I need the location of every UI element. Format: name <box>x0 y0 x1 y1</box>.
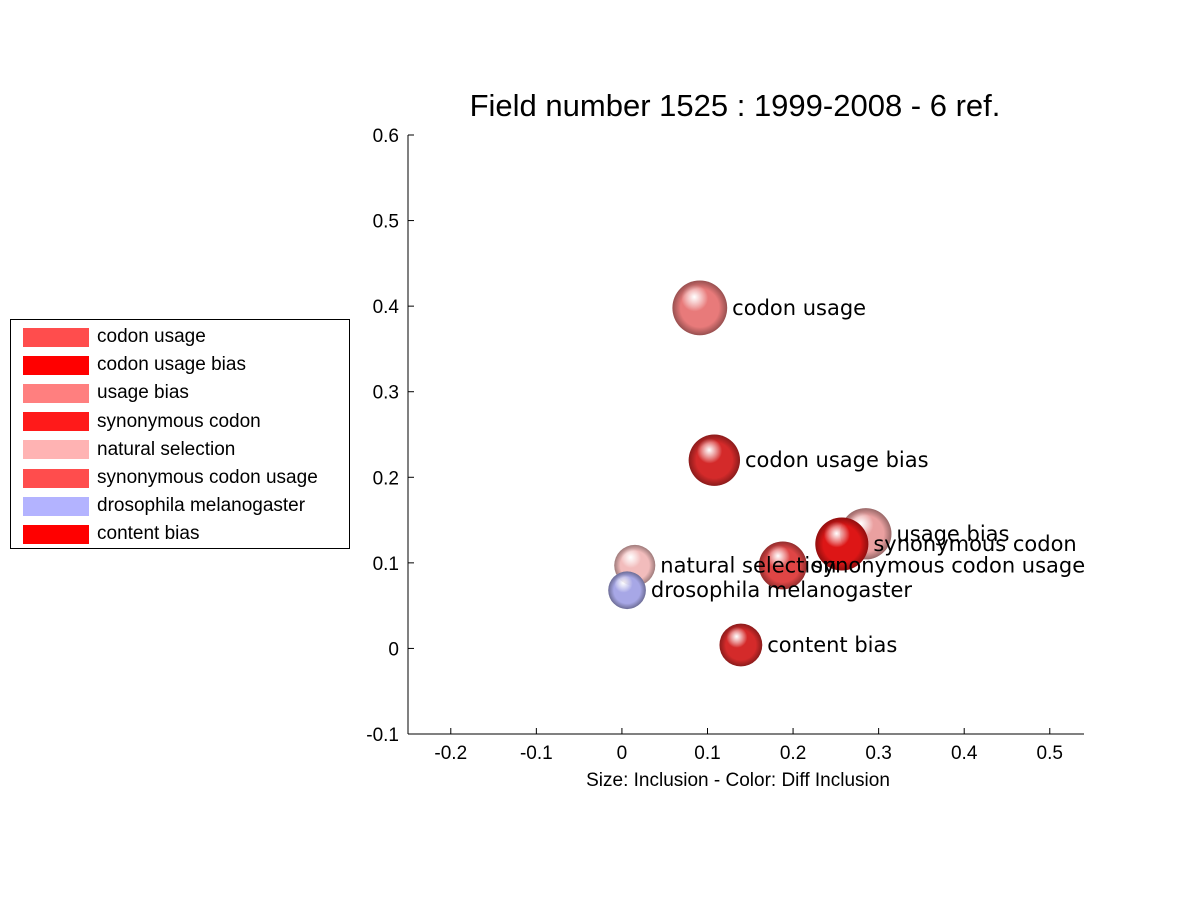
legend-item: natural selection <box>23 439 235 461</box>
y-tick-label: 0.1 <box>373 554 399 575</box>
y-tick-label: 0.5 <box>373 212 399 233</box>
legend-swatch <box>23 496 89 516</box>
y-tick-label: 0.6 <box>373 126 399 147</box>
legend-item: synonymous codon <box>23 411 261 433</box>
legend-item: content bias <box>23 523 199 545</box>
legend-item: drosophila melanogaster <box>23 495 305 517</box>
x-tick-label: -0.1 <box>520 743 553 764</box>
bubble-point <box>719 623 763 667</box>
points-layer <box>608 280 892 667</box>
bubble-point <box>608 571 646 610</box>
x-axis-label: Size: Inclusion - Color: Diff Inclusion <box>586 770 890 791</box>
legend-label: codon usage <box>97 326 206 347</box>
y-tick-label: 0.3 <box>373 383 399 404</box>
legend-swatch <box>23 524 89 544</box>
bubble-shade <box>758 541 807 590</box>
x-tick-label: 0.4 <box>951 743 978 764</box>
bubble-point <box>672 280 728 336</box>
legend-item: usage bias <box>23 382 189 404</box>
legend-item: codon usage <box>23 326 206 348</box>
bubble-point <box>758 541 807 590</box>
point-label: natural selection <box>660 553 836 577</box>
x-tick-label: 0.5 <box>1037 743 1063 764</box>
y-tick-label: 0.2 <box>373 468 399 489</box>
legend-label: synonymous codon usage <box>97 467 318 488</box>
bubble-shade <box>672 280 728 336</box>
y-tick-label: 0.4 <box>373 297 400 318</box>
legend-label: content bias <box>97 523 200 545</box>
x-tick-label: 0.1 <box>694 743 720 764</box>
y-tick-label: 0 <box>388 639 399 660</box>
legend-swatch <box>23 355 89 375</box>
legend-swatch <box>23 383 89 403</box>
legend-label: usage bias <box>97 382 189 404</box>
point-label: content bias <box>767 633 897 657</box>
point-label: codon usage <box>732 296 866 320</box>
legend-label: synonymous codon <box>97 410 261 432</box>
bubble-point <box>815 517 869 571</box>
legend-swatch <box>23 412 89 432</box>
x-tick-label: 0.2 <box>780 743 806 764</box>
y-tick-label: -0.1 <box>366 725 399 746</box>
x-tick-label: 0.3 <box>865 743 891 764</box>
point-label: synonymous codon usage <box>812 553 1085 577</box>
point-label: synonymous codon <box>873 532 1076 556</box>
x-tick-label: 0 <box>617 743 628 764</box>
legend-label: codon usage bias <box>97 354 246 376</box>
legend: codon usage codon usage bias usage bias syn… <box>10 319 350 549</box>
point-label: drosophila melanogaster <box>651 578 913 602</box>
bubble-point <box>688 434 741 486</box>
bubble-shade <box>608 571 646 610</box>
point-label: codon usage bias <box>745 448 929 472</box>
axes: -0.1 0 0.1 0.2 0.3 0.4 0.5 0.6 -0.2 -0.1 0 0.1 0.2 0.… <box>366 126 1084 764</box>
legend-label: natural selection <box>97 438 236 460</box>
bubble-shade <box>719 623 763 667</box>
legend-swatch <box>23 440 89 460</box>
chart-title: Field number 1525 : 1999-2008 - 6 ref. <box>470 88 1001 123</box>
point-label: usage bias <box>896 522 1009 546</box>
x-tick-label: -0.2 <box>434 743 467 764</box>
legend-item: synonymous codon usage <box>23 467 318 489</box>
legend-label: drosophila melanogaster <box>97 495 306 517</box>
bubble-shade <box>815 517 869 571</box>
legend-swatch <box>23 327 89 347</box>
legend-item: codon usage bias <box>23 354 246 376</box>
legend-swatch <box>23 468 89 488</box>
bubble-shade <box>688 434 741 486</box>
